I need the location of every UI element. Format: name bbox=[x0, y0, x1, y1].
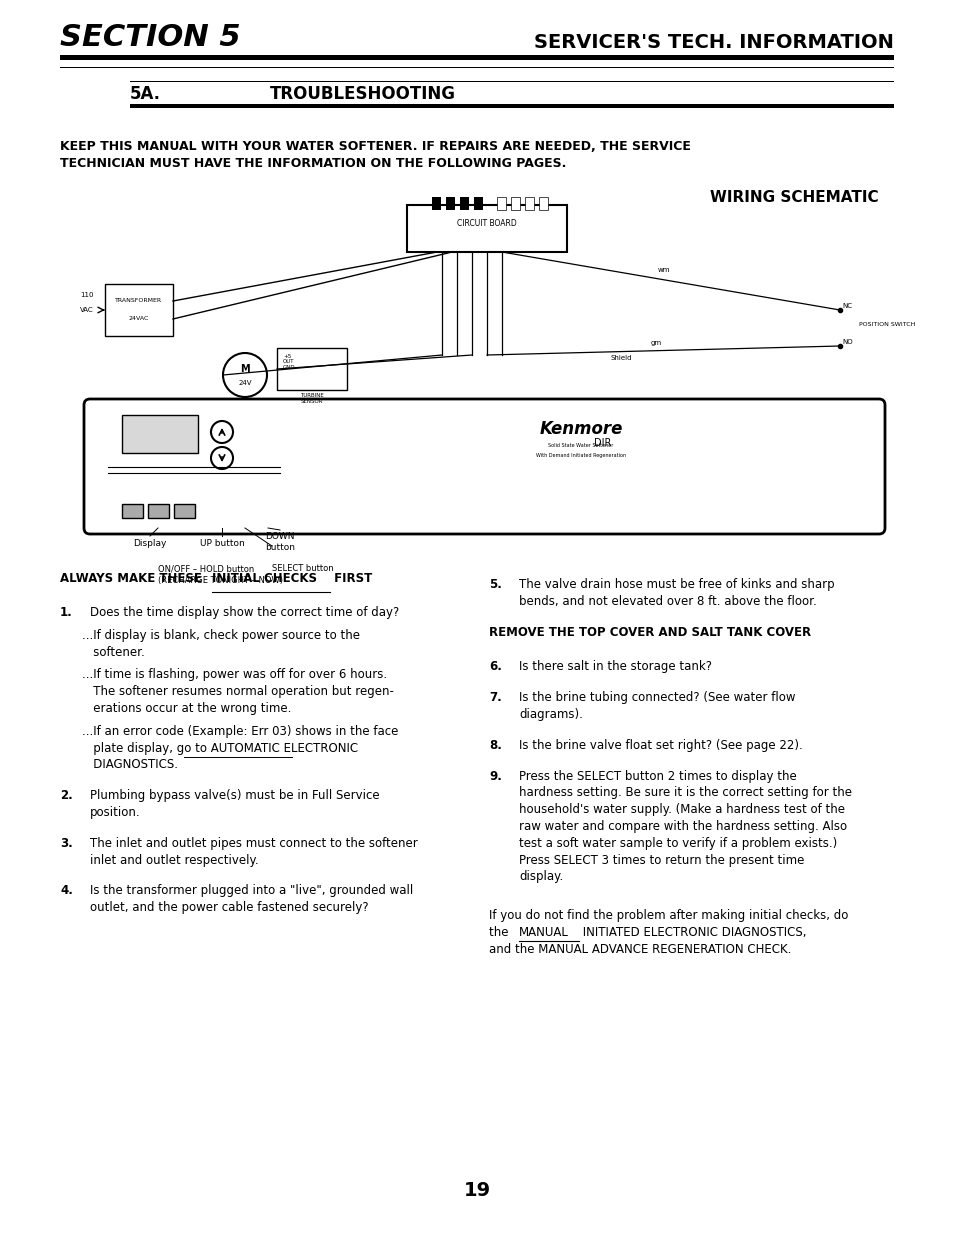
Text: 9.: 9. bbox=[489, 770, 501, 782]
Text: plate display, go to AUTOMATIC ELECTRONIC: plate display, go to AUTOMATIC ELECTRONI… bbox=[82, 742, 357, 755]
Text: and the MANUAL ADVANCE REGENERATION CHECK.: and the MANUAL ADVANCE REGENERATION CHEC… bbox=[489, 942, 791, 956]
Text: bends, and not elevated over 8 ft. above the floor.: bends, and not elevated over 8 ft. above… bbox=[518, 595, 816, 608]
Bar bbox=[122, 503, 143, 518]
Text: INITIAL CHECKS: INITIAL CHECKS bbox=[212, 572, 316, 585]
Text: ALWAYS MAKE THESE: ALWAYS MAKE THESE bbox=[60, 572, 206, 585]
Text: gm: gm bbox=[650, 341, 661, 346]
Text: Shield: Shield bbox=[610, 355, 631, 361]
Text: TURBINE
SENSOR: TURBINE SENSOR bbox=[300, 393, 323, 404]
Bar bbox=[497, 197, 505, 210]
Text: Is the brine tubing connected? (See water flow: Is the brine tubing connected? (See wate… bbox=[518, 691, 795, 704]
Text: SERVICER'S TECH. INFORMATION: SERVICER'S TECH. INFORMATION bbox=[534, 33, 893, 52]
Text: ...If time is flashing, power was off for over 6 hours.: ...If time is flashing, power was off fo… bbox=[82, 668, 387, 682]
Text: household's water supply. (Make a hardness test of the: household's water supply. (Make a hardne… bbox=[518, 804, 844, 816]
Bar bbox=[173, 503, 194, 518]
Text: position.: position. bbox=[90, 806, 140, 818]
Text: display.: display. bbox=[518, 870, 562, 883]
Text: Plumbing bypass valve(s) must be in Full Service: Plumbing bypass valve(s) must be in Full… bbox=[90, 789, 379, 802]
Text: MANUAL: MANUAL bbox=[518, 926, 568, 939]
Text: Kenmore: Kenmore bbox=[538, 420, 622, 438]
Bar bbox=[538, 197, 547, 210]
Text: Is the brine valve float set right? (See page 22).: Is the brine valve float set right? (See… bbox=[518, 739, 801, 751]
Text: diagrams).: diagrams). bbox=[518, 708, 582, 720]
Bar bbox=[407, 205, 566, 252]
Text: SELECT button: SELECT button bbox=[272, 564, 334, 573]
Bar bbox=[459, 197, 469, 210]
Text: wm: wm bbox=[658, 267, 670, 273]
Text: 3.: 3. bbox=[60, 837, 72, 849]
Text: Solid State Water Softener: Solid State Water Softener bbox=[548, 444, 613, 449]
Text: TRANSFORMER: TRANSFORMER bbox=[115, 299, 162, 304]
Bar bbox=[60, 67, 893, 68]
Text: With Demand Initiated Regeneration: With Demand Initiated Regeneration bbox=[536, 454, 625, 459]
Text: POSITION SWITCH: POSITION SWITCH bbox=[858, 322, 915, 327]
Text: softener.: softener. bbox=[82, 646, 145, 658]
Text: ON/OFF – HOLD button
(RECHARGE TONIGHT – NOW): ON/OFF – HOLD button (RECHARGE TONIGHT –… bbox=[158, 564, 283, 585]
Bar bbox=[105, 284, 172, 336]
Bar bbox=[60, 56, 893, 60]
Text: INITIATED ELECTRONIC DIAGNOSTICS,: INITIATED ELECTRONIC DIAGNOSTICS, bbox=[578, 926, 805, 939]
Text: Press SELECT 3 times to return the present time: Press SELECT 3 times to return the prese… bbox=[518, 853, 803, 867]
Text: REMOVE THE TOP COVER AND SALT TANK COVER: REMOVE THE TOP COVER AND SALT TANK COVER bbox=[489, 626, 810, 639]
Text: UP button: UP button bbox=[199, 539, 244, 548]
Text: ...If display is blank, check power source to the: ...If display is blank, check power sour… bbox=[82, 629, 359, 642]
Bar bbox=[130, 81, 893, 82]
Text: hardness setting. Be sure it is the correct setting for the: hardness setting. Be sure it is the corr… bbox=[518, 786, 851, 800]
Text: KEEP THIS MANUAL WITH YOUR WATER SOFTENER. IF REPAIRS ARE NEEDED, THE SERVICE
TE: KEEP THIS MANUAL WITH YOUR WATER SOFTENE… bbox=[60, 140, 690, 170]
Text: Is there salt in the storage tank?: Is there salt in the storage tank? bbox=[518, 661, 711, 673]
Text: 7.: 7. bbox=[489, 691, 501, 704]
Text: test a soft water sample to verify if a problem exists.): test a soft water sample to verify if a … bbox=[518, 837, 837, 849]
Text: Does the time display show the correct time of day?: Does the time display show the correct t… bbox=[90, 606, 399, 619]
Text: 6.: 6. bbox=[489, 661, 501, 673]
Text: CIRCUIT BOARD: CIRCUIT BOARD bbox=[456, 219, 517, 228]
Text: Press the SELECT button 2 times to display the: Press the SELECT button 2 times to displ… bbox=[518, 770, 796, 782]
Text: the: the bbox=[489, 926, 512, 939]
Text: The valve drain hose must be free of kinks and sharp: The valve drain hose must be free of kin… bbox=[518, 578, 834, 591]
Bar bbox=[122, 415, 198, 453]
Text: M: M bbox=[240, 365, 250, 374]
Bar bbox=[148, 503, 169, 518]
Text: 4.: 4. bbox=[60, 884, 72, 898]
Text: NC: NC bbox=[841, 303, 851, 309]
Bar bbox=[474, 197, 482, 210]
Bar bbox=[276, 348, 347, 391]
Text: 110: 110 bbox=[80, 291, 93, 298]
Text: SECTION 5: SECTION 5 bbox=[60, 24, 240, 52]
FancyBboxPatch shape bbox=[84, 399, 884, 534]
Text: 1.: 1. bbox=[60, 606, 72, 619]
Text: The softener resumes normal operation but regen-: The softener resumes normal operation bu… bbox=[82, 686, 394, 698]
Text: Is the transformer plugged into a "live", grounded wall: Is the transformer plugged into a "live"… bbox=[90, 884, 413, 898]
Bar bbox=[511, 197, 519, 210]
Text: 2.: 2. bbox=[60, 789, 72, 802]
Bar bbox=[432, 197, 440, 210]
Text: 5.: 5. bbox=[489, 578, 501, 591]
Text: 19: 19 bbox=[463, 1180, 490, 1199]
Text: WIRING SCHEMATIC: WIRING SCHEMATIC bbox=[710, 190, 878, 205]
Text: Display: Display bbox=[133, 539, 167, 548]
Text: 24VAC: 24VAC bbox=[129, 316, 149, 321]
Text: DIR: DIR bbox=[594, 438, 611, 448]
Bar bbox=[524, 197, 534, 210]
Text: If you do not find the problem after making initial checks, do: If you do not find the problem after mak… bbox=[489, 909, 847, 923]
Text: DIAGNOSTICS.: DIAGNOSTICS. bbox=[82, 759, 178, 771]
Text: 8.: 8. bbox=[489, 739, 501, 751]
Text: 24V: 24V bbox=[238, 379, 252, 386]
Text: raw water and compare with the hardness setting. Also: raw water and compare with the hardness … bbox=[518, 820, 846, 833]
Text: +5
OUT
GND: +5 OUT GND bbox=[283, 353, 295, 371]
Text: inlet and outlet respectively.: inlet and outlet respectively. bbox=[90, 853, 258, 867]
Text: TROUBLESHOOTING: TROUBLESHOOTING bbox=[270, 86, 456, 103]
Text: 5A.: 5A. bbox=[130, 86, 161, 103]
Text: outlet, and the power cable fastened securely?: outlet, and the power cable fastened sec… bbox=[90, 901, 368, 914]
Text: ...If an error code (Example: Err 03) shows in the face: ...If an error code (Example: Err 03) sh… bbox=[82, 725, 398, 738]
Bar bbox=[446, 197, 455, 210]
Bar bbox=[130, 104, 893, 108]
Text: VAC: VAC bbox=[80, 308, 93, 312]
Text: FIRST: FIRST bbox=[330, 572, 372, 585]
Text: DOWN
button: DOWN button bbox=[265, 532, 294, 552]
Text: NO: NO bbox=[841, 339, 852, 345]
Text: erations occur at the wrong time.: erations occur at the wrong time. bbox=[82, 702, 291, 715]
Text: The inlet and outlet pipes must connect to the softener: The inlet and outlet pipes must connect … bbox=[90, 837, 417, 849]
